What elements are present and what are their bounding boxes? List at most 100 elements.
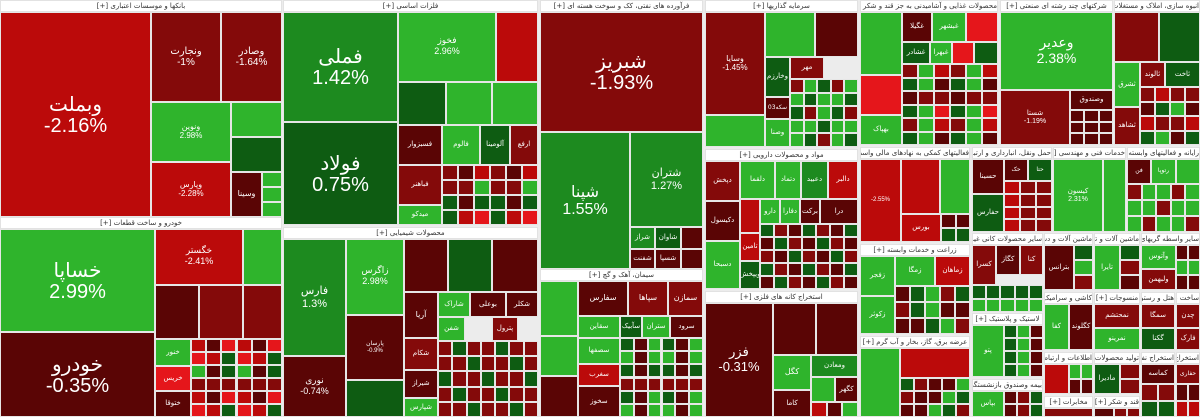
- expand-toggle[interactable]: [+]: [1006, 2, 1018, 10]
- stock-tile[interactable]: [661, 403, 676, 417]
- stock-tile[interactable]: [802, 237, 816, 250]
- stock-tile[interactable]: دارو: [760, 199, 780, 224]
- stock-tile[interactable]: [760, 224, 774, 237]
- stock-tile[interactable]: [1156, 184, 1171, 200]
- stock-tile[interactable]: [1114, 408, 1127, 417]
- stock-tile[interactable]: [950, 118, 966, 132]
- stock-tile[interactable]: [1141, 200, 1157, 216]
- stock-tile[interactable]: [1028, 285, 1043, 299]
- stock-tile[interactable]: -2.55%: [860, 159, 901, 242]
- sector-header[interactable]: فعالیتهای کمکی به نهادهای مالی واسط [+]: [860, 147, 970, 159]
- stock-tile[interactable]: دکیسول: [705, 201, 740, 241]
- stock-tile[interactable]: [974, 42, 998, 64]
- stock-tile[interactable]: [940, 159, 970, 214]
- stock-tile[interactable]: [243, 229, 282, 285]
- stock-tile[interactable]: [466, 386, 481, 402]
- stock-tile[interactable]: [952, 42, 974, 64]
- stock-tile[interactable]: [1017, 351, 1030, 364]
- stock-tile[interactable]: [155, 285, 199, 339]
- sector-header[interactable]: استخراج کانه های فلزی [+]: [705, 291, 858, 303]
- stock-tile[interactable]: [1017, 404, 1030, 417]
- stock-tile[interactable]: [490, 195, 506, 210]
- stock-tile[interactable]: [1004, 364, 1017, 377]
- stock-tile[interactable]: زاگرس 2.98%: [346, 239, 404, 315]
- stock-tile[interactable]: [1176, 275, 1188, 290]
- stock-tile[interactable]: [1188, 400, 1200, 417]
- stock-tile[interactable]: [1070, 133, 1085, 145]
- stock-tile[interactable]: [1004, 181, 1020, 194]
- stock-tile[interactable]: [1017, 364, 1030, 377]
- stock-tile[interactable]: [266, 404, 282, 417]
- expand-toggle[interactable]: [+]: [1053, 149, 1057, 157]
- stock-tile[interactable]: [788, 250, 802, 263]
- stock-tile[interactable]: [523, 386, 538, 402]
- stock-tile[interactable]: [803, 119, 818, 134]
- stock-tile[interactable]: خنور: [155, 339, 191, 366]
- stock-tile[interactable]: دتماد: [775, 161, 801, 199]
- stock-tile[interactable]: [523, 341, 538, 357]
- stock-tile[interactable]: [346, 380, 404, 417]
- stock-tile[interactable]: [918, 118, 934, 132]
- stock-tile[interactable]: [1000, 285, 1015, 299]
- sector-header[interactable]: خودرو و ساخت قطعات [+]: [0, 217, 282, 229]
- stock-tile[interactable]: [830, 263, 844, 276]
- stock-tile[interactable]: [1030, 351, 1043, 364]
- sector-header[interactable]: خدمات فنی و مهندسی [+]: [1053, 147, 1126, 159]
- stock-tile[interactable]: [206, 404, 222, 417]
- stock-tile[interactable]: [1185, 116, 1200, 131]
- stock-tile[interactable]: بپاس: [972, 391, 1004, 417]
- stock-tile[interactable]: 03سکه: [765, 97, 790, 119]
- stock-tile[interactable]: [1155, 101, 1170, 116]
- stock-tile[interactable]: [452, 341, 467, 357]
- stock-tile[interactable]: [221, 352, 237, 365]
- stock-tile[interactable]: [206, 352, 222, 365]
- stock-tile[interactable]: [1159, 12, 1200, 62]
- stock-tile[interactable]: [1141, 400, 1158, 417]
- stock-tile[interactable]: [900, 404, 914, 417]
- stock-tile[interactable]: [803, 133, 818, 147]
- stock-tile[interactable]: [1069, 364, 1081, 379]
- stock-tile[interactable]: [1103, 159, 1126, 232]
- stock-tile[interactable]: [966, 104, 982, 118]
- stock-tile[interactable]: [1188, 245, 1200, 260]
- stock-tile[interactable]: [1036, 219, 1052, 232]
- stock-tile[interactable]: آریا: [404, 292, 438, 338]
- stock-tile[interactable]: [982, 131, 998, 145]
- stock-tile[interactable]: [788, 237, 802, 250]
- stock-tile[interactable]: شستا -1.19%: [1000, 90, 1070, 145]
- stock-tile[interactable]: چدن: [1176, 304, 1200, 328]
- stock-tile[interactable]: ارفع: [510, 125, 538, 165]
- stock-tile[interactable]: [803, 106, 818, 120]
- stock-tile[interactable]: [675, 351, 690, 365]
- stock-tile[interactable]: [191, 404, 207, 417]
- stock-tile[interactable]: [221, 365, 237, 378]
- stock-tile[interactable]: شتران 1.27%: [630, 132, 703, 227]
- stock-tile[interactable]: وپارس -2.28%: [151, 162, 231, 217]
- stock-tile[interactable]: [509, 386, 524, 402]
- stock-tile[interactable]: [495, 356, 510, 372]
- stock-tile[interactable]: [438, 401, 453, 417]
- stock-tile[interactable]: [830, 92, 845, 107]
- stock-tile[interactable]: [495, 386, 510, 402]
- stock-tile[interactable]: [790, 79, 804, 93]
- stock-tile[interactable]: زمگا: [895, 256, 935, 286]
- stock-tile[interactable]: [902, 118, 918, 132]
- stock-tile[interactable]: [1185, 101, 1200, 116]
- stock-tile[interactable]: [266, 352, 282, 365]
- stock-tile[interactable]: غگیلا: [902, 12, 932, 42]
- stock-tile[interactable]: شپنا 1.55%: [540, 132, 630, 269]
- sector-header[interactable]: ماشین آلات و تجهیزات [+]: [1094, 233, 1140, 245]
- stock-tile[interactable]: [191, 339, 207, 352]
- stock-tile[interactable]: [262, 172, 282, 187]
- stock-tile[interactable]: [982, 77, 998, 91]
- stock-tile[interactable]: [404, 239, 448, 292]
- stock-tile[interactable]: [490, 210, 506, 225]
- stock-tile[interactable]: [928, 391, 942, 404]
- stock-tile[interactable]: [790, 119, 804, 134]
- stock-tile[interactable]: دسبحا: [705, 241, 740, 289]
- stock-tile[interactable]: [1020, 219, 1036, 232]
- stock-tile[interactable]: [231, 137, 282, 172]
- stock-tile[interactable]: [236, 378, 252, 391]
- stock-tile[interactable]: [844, 106, 858, 120]
- stock-tile[interactable]: [452, 371, 467, 387]
